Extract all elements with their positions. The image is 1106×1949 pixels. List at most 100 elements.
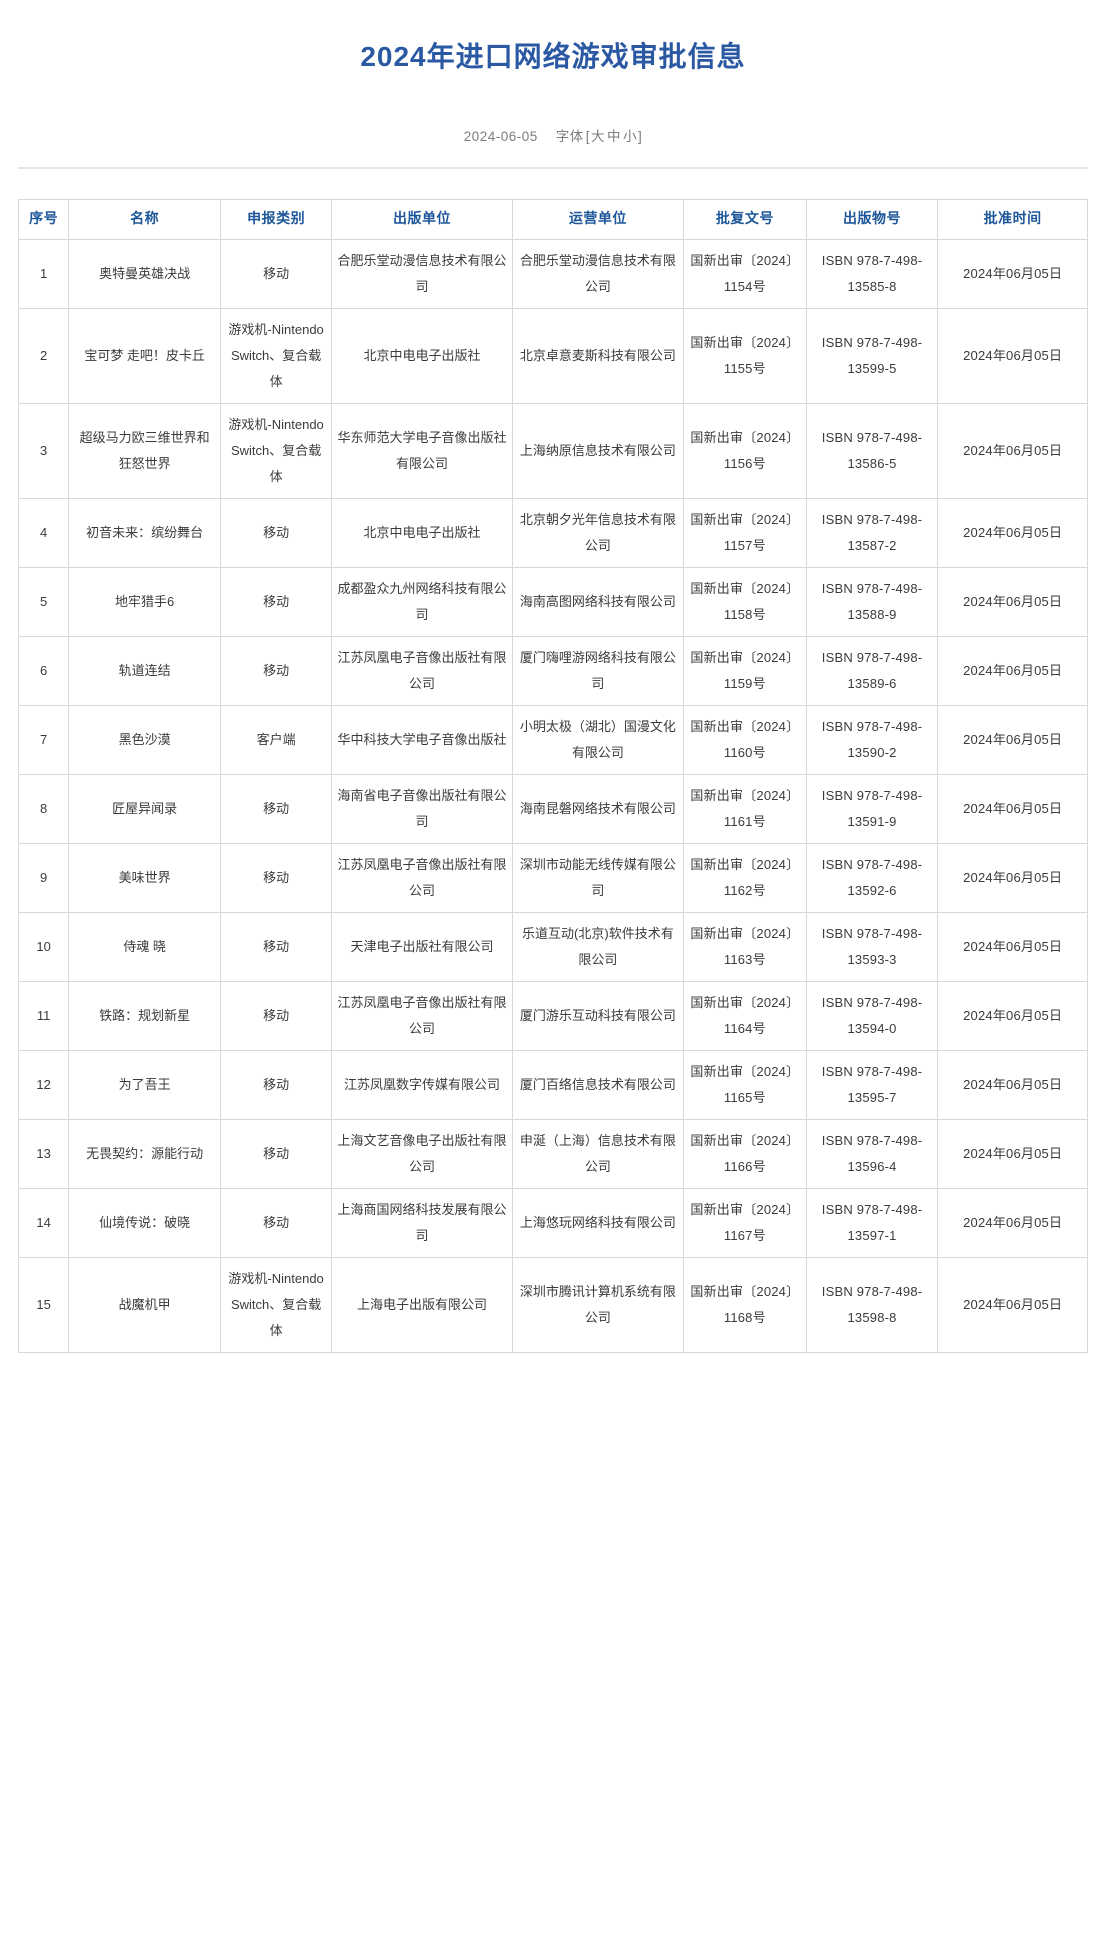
cell-name: 为了吾王 — [68, 1049, 222, 1120]
cell-name: 奥特曼英雄决战 — [68, 238, 222, 309]
cell-name: 美味世界 — [68, 842, 222, 913]
table-row: 11 铁路：规划新星 移动 江苏凤凰电子音像出版社有限公司 厦门游乐互动科技有限公司 国新… — [17, 980, 1088, 1051]
cell-operator: 上海纳原信息技术有限公司 — [511, 402, 684, 499]
cell-date: 2024年06月05日 — [937, 635, 1088, 706]
cell-date: 2024年06月05日 — [937, 773, 1088, 844]
cell-category: 移动 — [220, 1049, 333, 1120]
table-row: 7 黑色沙漠 客户端 华中科技大学电子音像出版社 小明太极（湖北）国漫文化有限公司 国新出… — [17, 704, 1088, 775]
cell-publisher: 天津电子出版社有限公司 — [331, 911, 513, 982]
cell-date: 2024年06月05日 — [937, 704, 1088, 775]
cell-operator: 海南高图网络科技有限公司 — [511, 566, 684, 637]
cell-index: 12 — [17, 1049, 70, 1120]
cell-index: 9 — [17, 842, 70, 913]
cell-doc-no: 国新出审〔2024〕1167号 — [682, 1187, 807, 1258]
cell-category: 移动 — [220, 1187, 333, 1258]
cell-doc-no: 国新出审〔2024〕1163号 — [682, 911, 807, 982]
cell-doc-no: 国新出审〔2024〕1162号 — [682, 842, 807, 913]
cell-category: 移动 — [220, 1118, 333, 1189]
cell-category: 移动 — [220, 497, 333, 568]
cell-category: 移动 — [220, 980, 333, 1051]
table-row: 10 侍魂 晓移动 天津电子出版社有限公司 乐道互动(北京)软件技术有限公司 国新出审〔… — [17, 911, 1088, 982]
cell-index: 10 — [17, 911, 70, 982]
cell-publisher: 江苏凤凰电子音像出版社有限公司 — [331, 980, 513, 1051]
column-header-operator: 运营单位 — [511, 198, 684, 240]
table-header-row: 序号 名称 申报类别 出版单位 运营单位 批复文号 出版物号 批准时间 — [17, 198, 1088, 240]
table-row: 4 初音未来：缤纷舞台 移动 北京中电电子出版社 北京朝夕光年信息技术有限公司 国新出审〔… — [17, 497, 1088, 568]
cell-operator: 上海悠玩网络科技有限公司 — [511, 1187, 684, 1258]
cell-index: 15 — [17, 1256, 70, 1353]
cell-publisher: 北京中电电子出版社 — [331, 497, 513, 568]
cell-operator: 北京朝夕光年信息技术有限公司 — [511, 497, 684, 568]
cell-operator: 厦门嗨哩游网络科技有限公司 — [511, 635, 684, 706]
table-row: 1 奥特曼英雄决战 移动 合肥乐堂动漫信息技术有限公司 合肥乐堂动漫信息技术有限公司 国新… — [17, 238, 1088, 309]
table-container: 序号 名称 申报类别 出版单位 运营单位 批复文号 出版物号 批准时间 1 奥特曼… — [0, 169, 1106, 1353]
cell-isbn: ISBN 978-7-498-13590-2 — [805, 704, 939, 775]
cell-operator: 乐道互动(北京)软件技术有限公司 — [511, 911, 684, 982]
table-row: 15 战魔机甲 游戏机-Nintendo Switch、复合载体 上海电子出版有限公司… — [17, 1256, 1088, 1353]
table-row: 9 美味世界 移动 江苏凤凰电子音像出版社有限公司 深圳市动能无线传媒有限公司 国新出审〔… — [17, 842, 1088, 913]
table-row: 5 地牢猎手6 移动 成都盈众九州网络科技有限公司 海南高图网络科技有限公司 国新出审〔2… — [17, 566, 1088, 637]
cell-index: 8 — [17, 773, 70, 844]
cell-isbn: ISBN 978-7-498-13594-0 — [805, 980, 939, 1051]
cell-date: 2024年06月05日 — [937, 1187, 1088, 1258]
column-header-isbn: 出版物号 — [805, 198, 939, 240]
cell-publisher: 北京中电电子出版社 — [331, 307, 513, 404]
table-body: 1 奥特曼英雄决战 移动 合肥乐堂动漫信息技术有限公司 合肥乐堂动漫信息技术有限公司 国新… — [17, 238, 1088, 1353]
font-size-small[interactable]: 小 — [623, 128, 638, 144]
header-divider — [18, 166, 1088, 169]
cell-index: 2 — [17, 307, 70, 404]
cell-doc-no: 国新出审〔2024〕1164号 — [682, 980, 807, 1051]
cell-publisher: 海南省电子音像出版社有限公司 — [331, 773, 513, 844]
cell-date: 2024年06月05日 — [937, 842, 1088, 913]
cell-publisher: 上海商国网络科技发展有限公司 — [331, 1187, 513, 1258]
cell-index: 3 — [17, 402, 70, 499]
cell-doc-no: 国新出审〔2024〕1160号 — [682, 704, 807, 775]
column-header-publisher: 出版单位 — [331, 198, 513, 240]
cell-isbn: ISBN 978-7-498-13593-3 — [805, 911, 939, 982]
cell-category: 移动 — [220, 842, 333, 913]
cell-category: 游戏机-Nintendo Switch、复合载体 — [220, 307, 333, 404]
bracket-open: [ — [585, 128, 591, 144]
cell-publisher: 华中科技大学电子音像出版社 — [331, 704, 513, 775]
font-size-large[interactable]: 大 — [591, 128, 606, 144]
cell-name: 铁路：规划新星 — [68, 980, 222, 1051]
cell-doc-no: 国新出审〔2024〕1154号 — [682, 238, 807, 309]
cell-operator: 北京卓意麦斯科技有限公司 — [511, 307, 684, 404]
cell-name: 地牢猎手6 — [68, 566, 222, 637]
cell-doc-no: 国新出审〔2024〕1161号 — [682, 773, 807, 844]
table-row: 8 匠屋异闻录 移动 海南省电子音像出版社有限公司 海南昆磐网络技术有限公司 国新出审〔2… — [17, 773, 1088, 844]
cell-name: 宝可梦 走吧！皮卡丘 — [68, 307, 222, 404]
cell-publisher: 上海文艺音像电子出版社有限公司 — [331, 1118, 513, 1189]
cell-operator: 合肥乐堂动漫信息技术有限公司 — [511, 238, 684, 309]
cell-date: 2024年06月05日 — [937, 402, 1088, 499]
cell-index: 5 — [17, 566, 70, 637]
cell-name: 仙境传说：破晓 — [68, 1187, 222, 1258]
cell-isbn: ISBN 978-7-498-13597-1 — [805, 1187, 939, 1258]
cell-isbn: ISBN 978-7-498-13587-2 — [805, 497, 939, 568]
cell-operator: 海南昆磐网络技术有限公司 — [511, 773, 684, 844]
cell-category: 移动 — [220, 238, 333, 309]
font-size-medium[interactable]: 中 — [607, 128, 622, 144]
cell-isbn: ISBN 978-7-498-13599-5 — [805, 307, 939, 404]
cell-doc-no: 国新出审〔2024〕1156号 — [682, 402, 807, 499]
cell-isbn: ISBN 978-7-498-13596-4 — [805, 1118, 939, 1189]
cell-operator: 厦门游乐互动科技有限公司 — [511, 980, 684, 1051]
cell-name: 轨道连结 — [68, 635, 222, 706]
cell-category: 移动 — [220, 773, 333, 844]
approval-table: 序号 名称 申报类别 出版单位 运营单位 批复文号 出版物号 批准时间 1 奥特曼… — [17, 198, 1088, 1353]
font-size-label: 字体 — [555, 128, 584, 144]
table-row: 13 无畏契约：源能行动 移动 上海文艺音像电子出版社有限公司 申涎（上海）信息技术有限… — [17, 1118, 1088, 1189]
cell-name: 战魔机甲 — [68, 1256, 222, 1353]
column-header-index: 序号 — [17, 198, 70, 240]
cell-date: 2024年06月05日 — [937, 1256, 1088, 1353]
column-header-doc-no: 批复文号 — [682, 198, 807, 240]
cell-publisher: 江苏凤凰电子音像出版社有限公司 — [331, 635, 513, 706]
cell-isbn: ISBN 978-7-498-13595-7 — [805, 1049, 939, 1120]
cell-isbn: ISBN 978-7-498-13598-8 — [805, 1256, 939, 1353]
cell-category: 客户端 — [220, 704, 333, 775]
cell-index: 11 — [17, 980, 70, 1051]
cell-operator: 深圳市动能无线传媒有限公司 — [511, 842, 684, 913]
cell-operator: 小明太极（湖北）国漫文化有限公司 — [511, 704, 684, 775]
column-header-date: 批准时间 — [937, 198, 1088, 240]
cell-isbn: ISBN 978-7-498-13585-8 — [805, 238, 939, 309]
